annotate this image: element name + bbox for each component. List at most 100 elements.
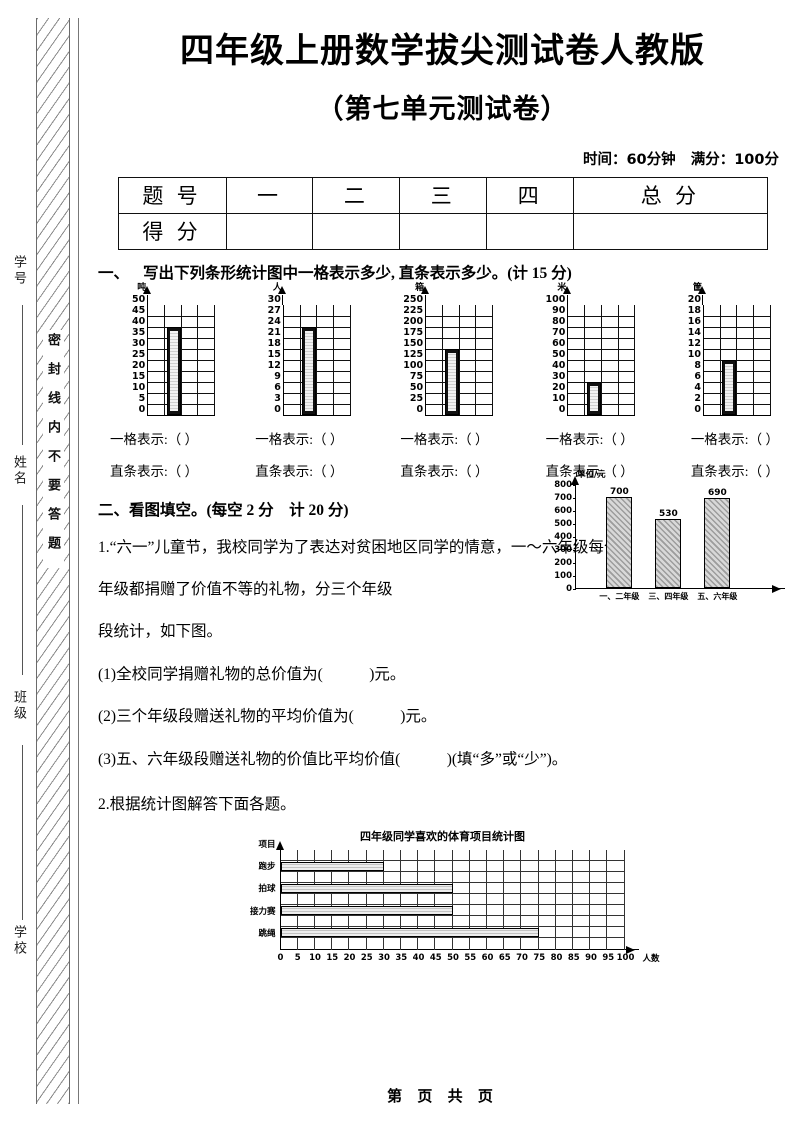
score-table-col-4: 四 (486, 176, 575, 214)
grid-cell (703, 370, 721, 382)
grid-cell (486, 894, 505, 906)
sports-chart-xtick: 95 (602, 952, 615, 963)
grid-row (280, 916, 625, 928)
sports-chart-xtick: 5 (294, 952, 301, 963)
mini-chart-1-tick: 5 (138, 393, 146, 405)
ans-row-2-cell[interactable]: 直条表示:（ ） (110, 463, 199, 479)
sports-chart-xtick: 15 (326, 952, 339, 963)
grid-cell (521, 849, 539, 861)
grid-cell (556, 938, 573, 950)
grid-cell (435, 860, 453, 872)
grid-cell (283, 403, 301, 415)
sports-chart-xtick: 90 (585, 952, 597, 963)
grid-row (426, 392, 494, 404)
grid-row (568, 370, 636, 382)
ans-row-2-cell[interactable]: 直条表示:（ ） (255, 463, 344, 479)
grid-cell (754, 381, 771, 393)
grid-cell (349, 916, 367, 928)
grid-cell (486, 860, 505, 872)
q1-intro-line-2: 年级都捐赠了价值不等的礼物，分三个年级 (98, 580, 393, 598)
grid-cell (198, 370, 216, 382)
grid-cell (332, 916, 350, 928)
grid-row (568, 304, 636, 316)
ans-row-1-cell[interactable]: 一格表示:（ ） (400, 431, 489, 447)
grid-cell (703, 381, 721, 393)
donation-chart-bar: 690 五、六年级 (697, 488, 737, 601)
ans-row-2-cell[interactable]: 直条表示:（ ） (690, 463, 779, 479)
sports-chart-xtick: 10 (309, 952, 321, 963)
grid-row (568, 359, 636, 371)
grid-cell (181, 392, 199, 404)
score-table-header-cell: 题 号 (117, 176, 227, 214)
grid-cell (607, 894, 625, 906)
ans-row-1-cell[interactable]: 一格表示:（ ） (545, 431, 634, 447)
grid-cell (607, 871, 625, 883)
grid-cell (618, 403, 636, 415)
donation-chart-bar-value: 530 (658, 508, 678, 519)
sports-chart-xtick: 55 (464, 952, 477, 963)
grid-cell (334, 370, 351, 382)
student-id-label: 学号 (12, 255, 27, 287)
sports-chart-bar (280, 928, 540, 938)
ans-row-1-cell[interactable]: 一格表示:（ ） (690, 431, 779, 447)
grid-cell (283, 337, 301, 349)
grid-cell (585, 348, 602, 360)
grid-cell (332, 871, 350, 883)
margin-rule (78, 18, 79, 1104)
grid-cell (317, 337, 335, 349)
q1-sub-question-2: (2)三个年级段赠送礼物的平均价值为( )元。 (98, 708, 437, 726)
grid-cell (618, 348, 636, 360)
grid-row (426, 304, 494, 316)
grid-row (281, 938, 625, 950)
ans-row-2-cell[interactable]: 直条表示:（ ） (400, 463, 489, 479)
grid-cell (317, 370, 335, 382)
grid-row (703, 315, 771, 327)
grid-cell (418, 860, 436, 872)
score-cell-total[interactable] (573, 212, 768, 250)
grid-cell (181, 348, 199, 360)
score-cell-2[interactable] (312, 212, 401, 250)
score-cell-4[interactable] (486, 212, 575, 250)
sports-chart-xlabel: 人数 (642, 953, 660, 964)
mini-chart-5: 筐 20 18 16 14 12 10 8 6 4 2 0 (688, 283, 771, 416)
grid-cell (426, 326, 443, 338)
mini-chart-2-grid (278, 285, 351, 416)
grid-cell (314, 849, 333, 861)
grid-cell (539, 938, 556, 950)
page-title: 四年级上册数学拔尖测试卷人教版 (180, 31, 705, 71)
grid-row (426, 326, 494, 338)
grid-cell (737, 370, 755, 382)
grid-cell (280, 849, 298, 861)
grid-row (703, 381, 771, 393)
grid-cell (568, 392, 586, 404)
seal-line-text: 密封线内不要答题 (43, 330, 64, 568)
donation-chart-tickmark (573, 549, 576, 551)
page-subtitle: （第七单元测试卷） (316, 93, 569, 125)
score-cell-3[interactable] (399, 212, 488, 250)
grid-cell (460, 304, 477, 316)
grid-cell (165, 304, 182, 316)
mini-chart-2-tick: 30 (267, 294, 281, 306)
ans-row-1-cell[interactable]: 一格表示:（ ） (255, 431, 344, 447)
grid-cell (383, 871, 401, 883)
score-cell-1[interactable] (225, 212, 314, 250)
grid-row (426, 403, 494, 415)
grid-cell (590, 860, 608, 872)
y-axis-arrow-icon (142, 285, 151, 294)
grid-cell (334, 403, 351, 415)
grid-cell (426, 403, 443, 415)
grid-row (148, 348, 216, 360)
mini-charts-group: 吨 50 45 40 35 30 25 20 15 10 5 0 人 30 27 24 21 18 15 12 9 6 3 0… (92, 283, 793, 416)
grid-cell (585, 337, 602, 349)
ans-row-2-cell[interactable]: 直条表示:（ ） (545, 463, 634, 479)
ans-row-1-cell[interactable]: 一格表示:（ ） (110, 431, 199, 447)
grid-cell (601, 392, 619, 404)
title-block: 四年级上册数学拔尖测试卷人教版 （第七单元测试卷） (92, 0, 793, 126)
grid-cell (418, 894, 436, 906)
donation-chart-ytick: 0 (566, 583, 572, 594)
grid-row (426, 348, 494, 360)
grid-cell (435, 938, 453, 950)
grid-cell (504, 860, 522, 872)
mini-chart-4-tick: 10 (552, 393, 566, 405)
grid-cell (283, 370, 301, 382)
